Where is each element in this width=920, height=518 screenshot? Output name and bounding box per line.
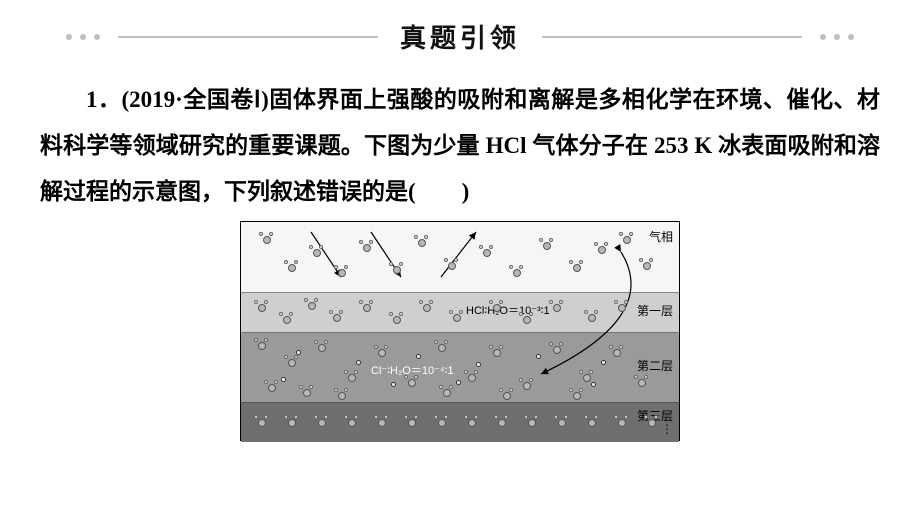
chloride-ion (391, 382, 396, 387)
water-molecule (361, 242, 373, 254)
chloride-ion (281, 377, 286, 382)
water-molecule (306, 300, 318, 312)
water-molecule (286, 357, 298, 369)
water-molecule (286, 417, 298, 429)
water-molecule (406, 377, 418, 389)
header-title: 真题引领 (396, 18, 524, 55)
water-molecule (616, 417, 628, 429)
water-molecule (571, 390, 583, 402)
water-molecule (496, 417, 508, 429)
chloride-ion (416, 354, 421, 359)
water-molecule (361, 302, 373, 314)
question-body-2: ) (462, 179, 470, 204)
water-molecule (436, 417, 448, 429)
chloride-ion (476, 362, 481, 367)
chloride-ion (591, 382, 596, 387)
water-molecule (286, 262, 298, 274)
answer-blank (416, 179, 462, 204)
water-molecule (446, 260, 458, 272)
water-molecule (256, 340, 268, 352)
water-molecule (416, 237, 428, 249)
water-molecule (256, 417, 268, 429)
water-molecule (596, 244, 608, 256)
water-molecule (281, 314, 293, 326)
water-molecule (376, 417, 388, 429)
water-molecule (621, 234, 633, 246)
header-line-left (118, 36, 378, 38)
water-molecule (556, 417, 568, 429)
water-molecule (521, 380, 533, 392)
question-text: 1．(2019·全国卷Ⅰ)固体界面上强酸的吸附和离解是多相化学在环境、催化、材料… (0, 55, 920, 215)
header-dots-left (66, 34, 100, 40)
water-molecule (481, 247, 493, 259)
water-molecule (586, 417, 598, 429)
water-molecule (261, 234, 273, 246)
water-molecule (376, 347, 388, 359)
adsorption-diagram: 气相 第一层 第二层 第三层 ⋮ HCl∶H₂O＝10⁻³∶1 Cl⁻∶H₂O＝… (240, 221, 680, 441)
water-molecule (541, 240, 553, 252)
water-molecule (391, 264, 403, 276)
water-molecule (586, 312, 598, 324)
water-molecule (641, 260, 653, 272)
section-header: 真题引领 (0, 0, 920, 55)
water-molecule (336, 267, 348, 279)
water-molecule (391, 314, 403, 326)
question-source: (2019·全国卷Ⅰ) (122, 87, 269, 112)
water-molecule (551, 302, 563, 314)
water-molecule (316, 342, 328, 354)
water-molecule (636, 377, 648, 389)
chloride-ion (296, 350, 301, 355)
water-molecule (436, 342, 448, 354)
water-molecule (616, 302, 628, 314)
water-molecule (256, 302, 268, 314)
water-molecule (346, 417, 358, 429)
header-line-right (542, 36, 802, 38)
water-molecule (491, 347, 503, 359)
diagram-arrows (241, 222, 681, 442)
water-molecule (646, 417, 658, 429)
water-molecule (451, 312, 463, 324)
water-molecule (441, 387, 453, 399)
water-molecule (511, 267, 523, 279)
chloride-ion (601, 360, 606, 365)
header-dots-right (820, 34, 854, 40)
chloride-ion (536, 354, 541, 359)
water-molecule (571, 262, 583, 274)
water-molecule (301, 387, 313, 399)
water-molecule (466, 372, 478, 384)
question-number: 1． (86, 87, 122, 112)
water-molecule (551, 344, 563, 356)
water-molecule (526, 417, 538, 429)
water-molecule (266, 382, 278, 394)
water-molecule (501, 390, 513, 402)
water-molecule (331, 312, 343, 324)
water-molecule (316, 417, 328, 429)
water-molecule (346, 372, 358, 384)
water-molecule (311, 247, 323, 259)
water-molecule (491, 302, 503, 314)
water-molecule (521, 314, 533, 326)
chloride-ion (356, 360, 361, 365)
water-molecule (466, 417, 478, 429)
water-molecule (421, 302, 433, 314)
water-molecule (336, 390, 348, 402)
chloride-ion (456, 380, 461, 385)
water-molecule (611, 347, 623, 359)
diagram-container: 气相 第一层 第二层 第三层 ⋮ HCl∶H₂O＝10⁻³∶1 Cl⁻∶H₂O＝… (0, 221, 920, 441)
water-molecule (406, 417, 418, 429)
